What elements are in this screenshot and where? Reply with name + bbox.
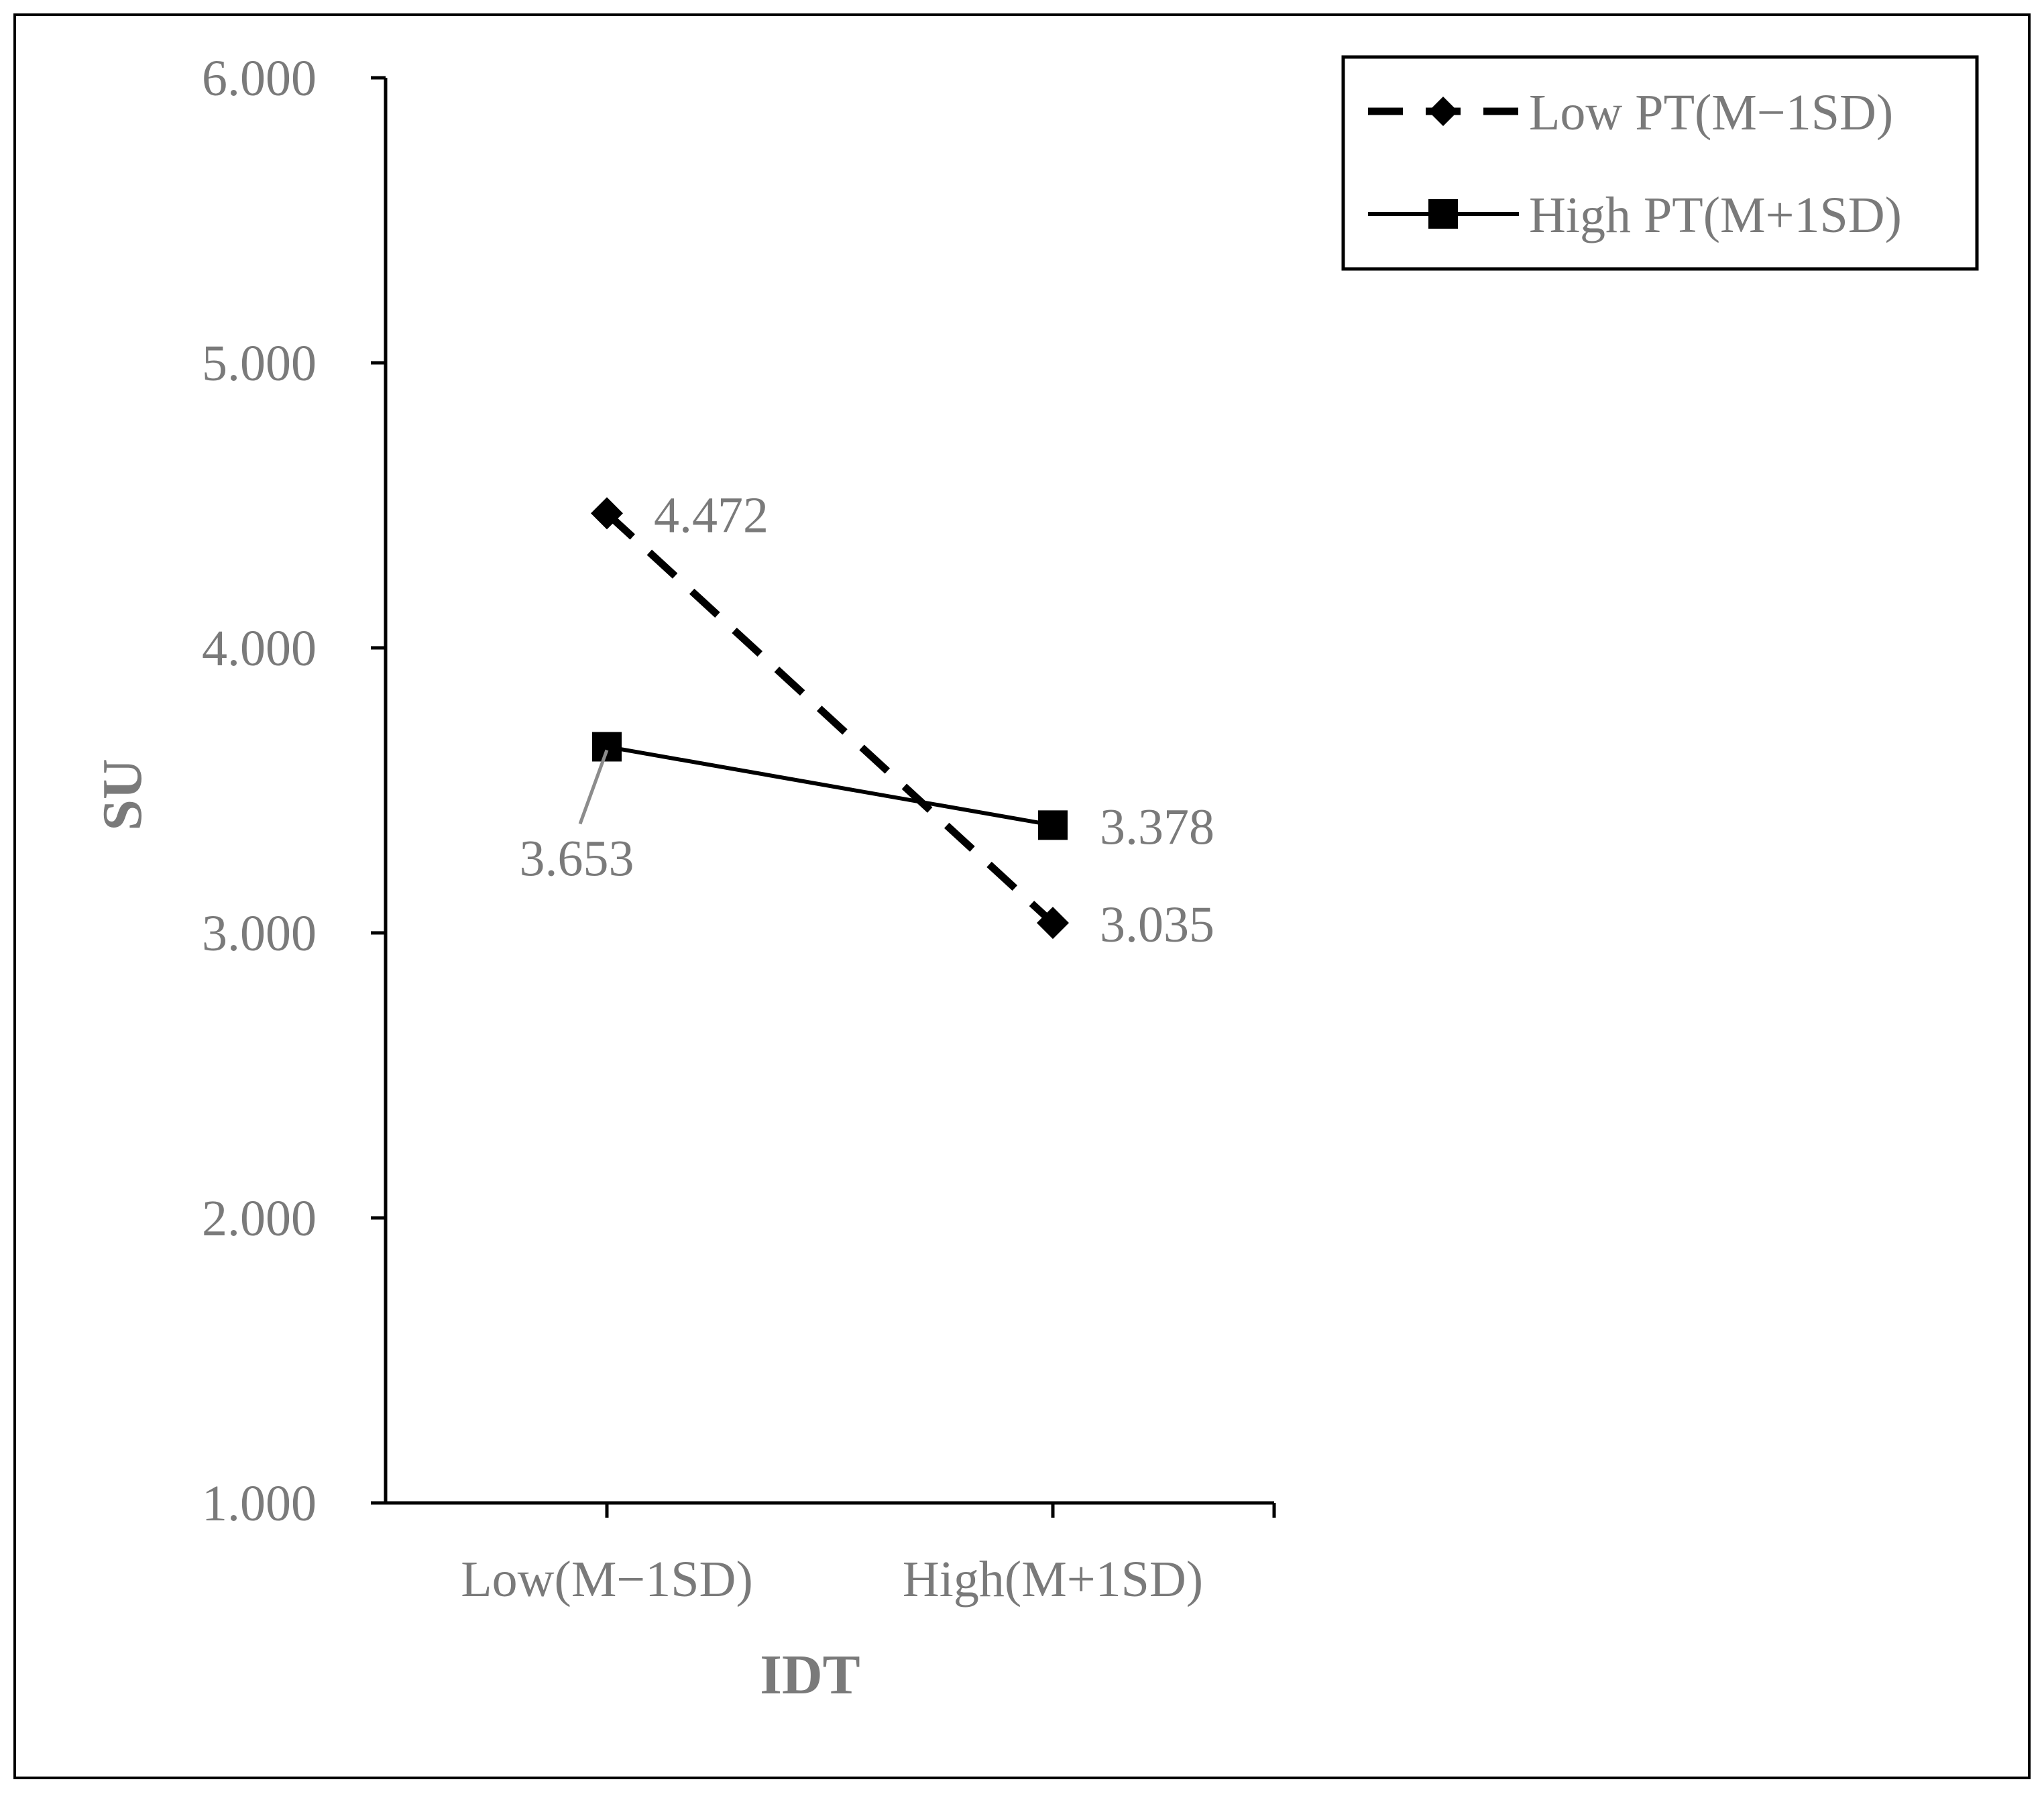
data-label: 3.035 (1100, 897, 1214, 953)
x-axis-label: IDT (760, 1644, 860, 1706)
y-axis-label: SU (91, 759, 154, 830)
legend-label: Low PT(M−1SD) (1529, 85, 1893, 141)
series-low-pt (591, 497, 1069, 940)
legend-entry: High PT(M+1SD) (1368, 187, 1902, 243)
series-line (604, 510, 1056, 926)
legend-label: High PT(M+1SD) (1529, 187, 1902, 243)
series-layer (591, 497, 1069, 940)
data-point-marker (1038, 810, 1068, 840)
x-tick-label: Low(M−1SD) (461, 1551, 753, 1608)
data-label-leader-line (578, 749, 609, 825)
legend-marker-swatch (1428, 199, 1458, 229)
y-tick-label: 5.000 (202, 335, 317, 392)
data-label: 3.653 (520, 830, 634, 887)
data-point-marker (591, 497, 623, 530)
legend-entry: Low PT(M−1SD) (1368, 85, 1893, 141)
outer-border (13, 13, 2031, 1779)
series-high-pt (592, 732, 1068, 840)
y-tick-label: 6.000 (202, 50, 317, 107)
legend-marker-swatch (1428, 97, 1458, 126)
axes: 1.000 2.000 3.000 4.000 5.000 6.000 Low(M−1SD)… (202, 50, 1276, 1608)
data-labels-layer: 4.472 3.035 3.653 3.378 (520, 487, 1215, 953)
y-tick-label: 2.000 (202, 1190, 317, 1247)
y-tick-label: 1.000 (202, 1475, 317, 1532)
y-tick-label: 3.000 (202, 905, 317, 962)
x-tick-label: High(M+1SD) (903, 1551, 1203, 1608)
data-label: 4.472 (654, 487, 769, 543)
data-point-marker (592, 732, 622, 762)
series-line (606, 744, 1054, 828)
data-point-marker (1037, 907, 1069, 940)
legend-box (1341, 55, 1979, 271)
data-label: 3.378 (1100, 799, 1214, 855)
y-tick-label: 4.000 (202, 620, 317, 677)
legend: Low PT(M−1SD) High PT(M+1SD) (1341, 55, 1979, 271)
